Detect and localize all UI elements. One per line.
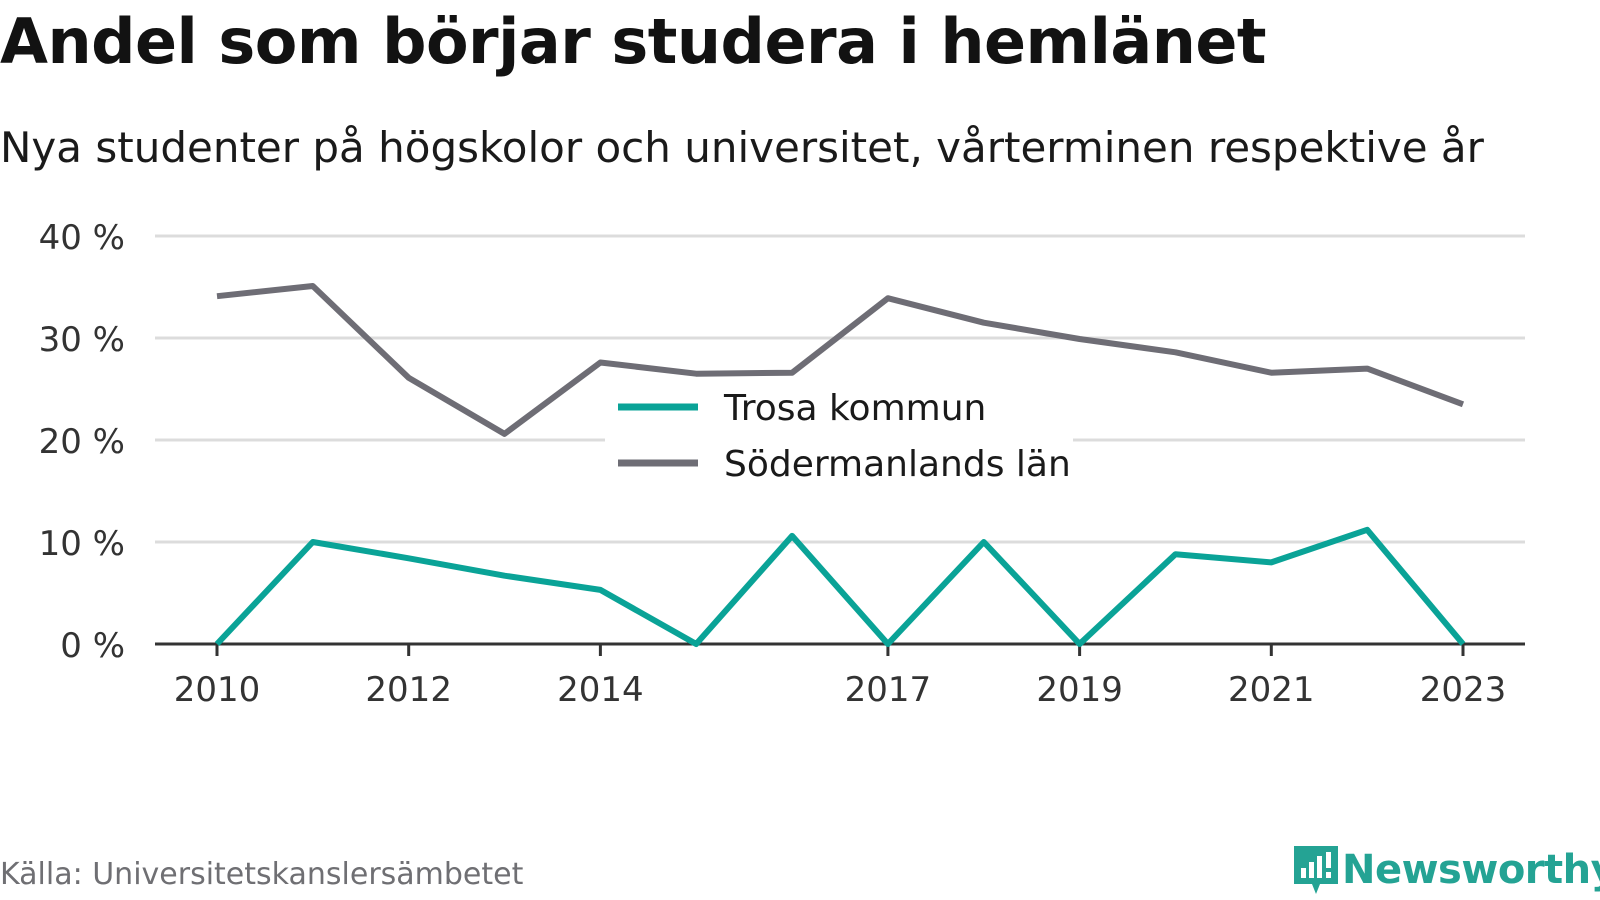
x-tick-label: 2021 [1228,670,1315,710]
y-tick-label: 0 % [60,626,125,666]
legend-label: Trosa kommun [723,388,986,429]
axes: 0 % 10 % 20 % 30 % 40 % 2010 2012 2014 2017 2019 2… [39,218,1525,710]
brand-name: Newsworthy [1342,847,1600,893]
legend-box [605,378,1073,490]
chart-title: Andel som börjar studera i hemlänet [0,5,1267,78]
x-tick-label: 2012 [365,670,452,710]
y-tick-label: 10 % [39,524,125,564]
legend-label: Södermanlands län [724,444,1071,485]
y-tick-label: 40 % [39,218,125,258]
series-lines [214,283,1466,647]
series-line-trosa [214,526,1466,647]
chart-subtitle: Nya studenter på högskolor och universit… [0,123,1484,172]
legend: Trosa kommun Södermanlands län [605,378,1073,490]
newsworthy-logo-icon [1294,846,1338,894]
y-tick-label: 30 % [39,320,125,360]
series-line-sodermanland [216,283,1465,437]
x-tick-label: 2023 [1420,670,1507,710]
x-tick-label: 2014 [557,670,644,710]
x-tick-label: 2019 [1036,670,1123,710]
newsworthy-logo: Newsworthy [1290,840,1600,900]
source-note: Källa: Universitetskanslersämbetet [0,857,524,892]
x-tick-label: 2010 [174,670,261,710]
x-tick-label: 2017 [845,670,932,710]
y-tick-label: 20 % [39,422,125,462]
